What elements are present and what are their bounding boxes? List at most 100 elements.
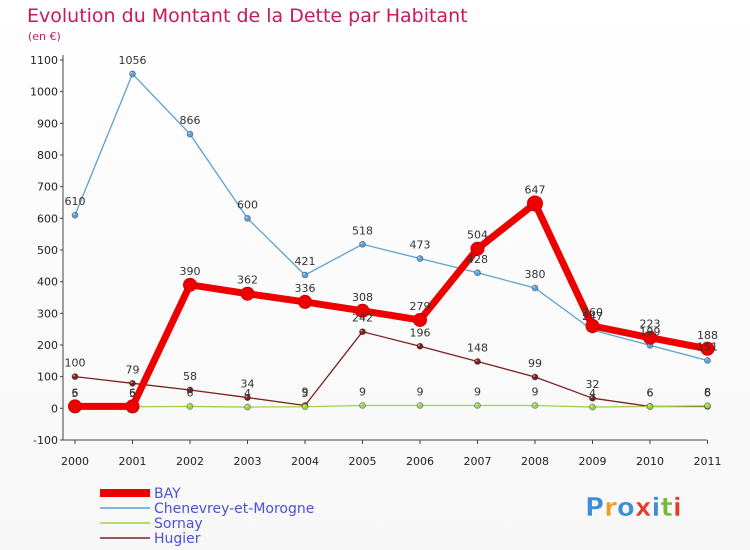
data-label-chenevrey-et-morogne: 610 (65, 195, 86, 208)
data-point-sornay (474, 402, 481, 409)
legend-label-hugier: Hugier (154, 531, 201, 547)
data-point-highlight (73, 374, 75, 377)
data-point-chenevrey-et-morogne (71, 211, 79, 219)
data-point-chenevrey-et-morogne (474, 269, 481, 277)
x-tick-label: 2010 (636, 455, 664, 468)
x-tick-label: 2008 (521, 455, 549, 468)
data-label-sornay: 4 (244, 387, 251, 400)
data-label-hugier: 32 (586, 378, 600, 391)
data-label-sornay: 5 (302, 387, 309, 400)
data-point-bay (700, 341, 715, 356)
data-point-sornay (301, 403, 309, 411)
data-point-highlight (705, 358, 708, 361)
data-point-highlight (533, 403, 535, 406)
logo-letter: P (585, 493, 604, 523)
data-label-chenevrey-et-morogne: 1056 (119, 54, 147, 67)
legend-label-bay: BAY (154, 486, 181, 502)
logo-letter: i (673, 493, 682, 523)
data-label-hugier: 100 (65, 357, 86, 370)
data-point-bay (68, 399, 82, 414)
data-point-highlight (303, 404, 305, 407)
x-tick-label: 2009 (579, 455, 607, 468)
data-point-sornay (244, 403, 251, 411)
data-label-chenevrey-et-morogne: 151 (697, 341, 718, 354)
data-label-bay: 336 (295, 282, 316, 295)
data-point-highlight (73, 213, 75, 216)
data-point-highlight (245, 405, 248, 408)
series-layer (68, 70, 715, 414)
data-label-sornay: 8 (704, 386, 711, 399)
data-point-highlight (360, 242, 363, 245)
data-point-chenevrey-et-morogne (301, 271, 309, 279)
logo-letter: t (660, 493, 672, 523)
data-label-chenevrey-et-morogne: 421 (295, 255, 316, 268)
data-point-highlight (188, 132, 190, 135)
data-label-hugier: 34 (241, 378, 255, 391)
data-label-hugier: 58 (183, 370, 197, 383)
x-tick-label: 2002 (176, 455, 204, 468)
data-point-highlight (303, 273, 305, 276)
data-label-sornay: 9 (359, 385, 366, 398)
data-point-hugier (71, 373, 79, 381)
data-label-bay: 647 (525, 183, 546, 196)
data-point-hugier (416, 342, 424, 350)
y-tick-label: 700 (37, 181, 58, 194)
data-label-bay: 260 (582, 306, 603, 319)
data-point-sornay (416, 402, 424, 409)
data-point-sornay (646, 403, 654, 410)
data-label-chenevrey-et-morogne: 428 (467, 253, 488, 266)
data-label-bay: 390 (180, 265, 201, 278)
data-label-bay: 362 (237, 274, 258, 287)
chart-unit: (en €) (28, 30, 61, 43)
y-tick-label: 800 (37, 149, 58, 162)
data-label-bay: 223 (640, 318, 661, 331)
y-tick-label: 300 (37, 307, 58, 320)
x-tick-label: 2001 (119, 455, 147, 468)
proxiti-logo: Proxiti (585, 493, 682, 523)
logo-letter: i (652, 493, 661, 523)
legend-label-chenevrey-et-morogne: Chenevrey-et-Morogne (154, 501, 314, 517)
data-label-bay: 6 (129, 386, 136, 399)
y-tick-label: 200 (37, 339, 58, 352)
y-tick-label: 1100 (30, 54, 58, 67)
y-tick-label: 1000 (30, 86, 58, 99)
data-point-highlight (418, 344, 420, 347)
chart-title: Evolution du Montant de la Dette par Hab… (27, 5, 468, 27)
data-point-highlight (590, 405, 593, 408)
data-point-highlight (475, 270, 478, 273)
data-point-highlight (533, 286, 535, 288)
data-label-hugier: 196 (410, 326, 431, 339)
logo-letter: o (617, 493, 635, 523)
data-point-hugier (474, 358, 481, 365)
data-label-sornay: 5 (72, 387, 79, 400)
data-point-chenevrey-et-morogne (531, 284, 539, 292)
data-point-bay (470, 241, 485, 256)
data-point-bay (643, 330, 657, 345)
data-point-bay (585, 319, 600, 333)
data-label-chenevrey-et-morogne: 247 (582, 310, 603, 323)
data-point-bay (527, 195, 543, 212)
data-point-sornay (531, 402, 539, 409)
x-tick-label: 2011 (694, 455, 722, 468)
data-label-chenevrey-et-morogne: 380 (525, 268, 546, 281)
data-label-sornay: 9 (417, 385, 424, 398)
y-tick-label: -100 (33, 434, 58, 447)
data-label-sornay: 9 (532, 385, 539, 398)
data-label-sornay: 6 (647, 386, 654, 399)
data-point-highlight (418, 256, 420, 259)
data-label-chenevrey-et-morogne: 199 (640, 325, 661, 338)
x-tick-label: 2007 (464, 455, 492, 468)
data-label-hugier: 99 (528, 357, 542, 370)
data-point-highlight (533, 374, 535, 377)
data-point-highlight (590, 396, 593, 399)
data-label-chenevrey-et-morogne: 866 (180, 114, 201, 127)
series-line-bay (71, 199, 711, 410)
data-point-chenevrey-et-morogne (244, 214, 251, 222)
data-label-hugier: 242 (352, 312, 373, 325)
series-line-sornay (74, 404, 709, 408)
y-tick-label: 500 (37, 244, 58, 257)
y-tick-label: 600 (37, 212, 58, 225)
